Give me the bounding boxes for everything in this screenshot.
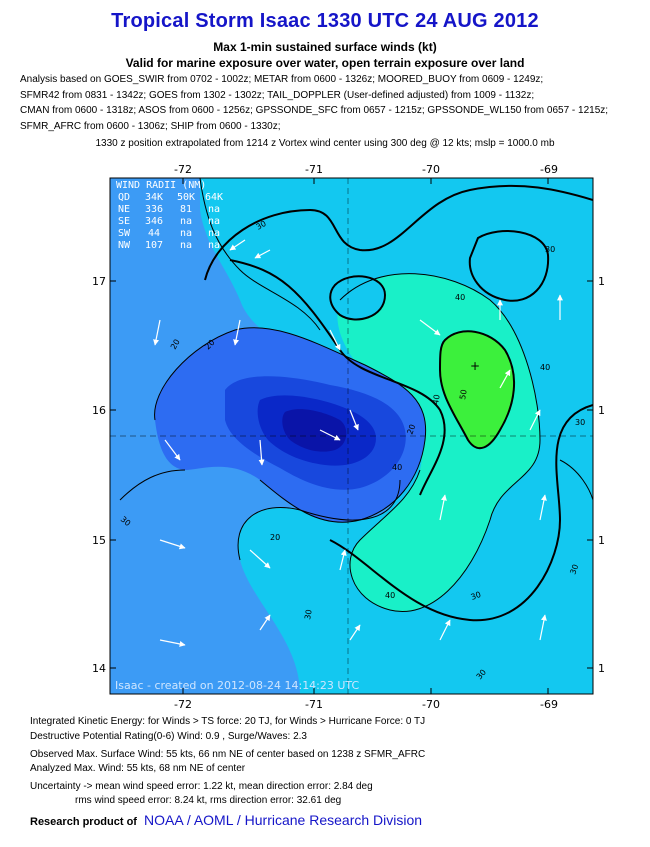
contour-40 [339, 273, 541, 612]
contour-40-blob [329, 275, 387, 321]
svg-text:na: na [208, 228, 220, 239]
svg-text:50: 50 [458, 389, 469, 401]
svg-text:40: 40 [455, 293, 465, 302]
contour-40-s [329, 404, 593, 622]
contour-30-inner [229, 259, 446, 496]
lon-label-top: -70 [422, 163, 440, 176]
position-note: 1330 z position extrapolated from 1214 z… [95, 138, 555, 149]
svg-text:30: 30 [255, 219, 268, 232]
svg-text:NE: NE [118, 204, 130, 215]
footer: Research product of NOAA / AOML / Hurric… [30, 812, 422, 828]
wind-core-3 [282, 409, 347, 452]
lat-label-left: 14 [92, 662, 106, 675]
svg-text:QD: QD [118, 192, 130, 203]
svg-text:107: 107 [145, 240, 163, 251]
wind-band-50-60 [440, 331, 515, 449]
contour-30-sw [119, 469, 186, 501]
svg-text:20: 20 [405, 423, 417, 436]
map-watermark: Isaac - created on 2012-08-24 14:14:23 U… [115, 679, 360, 692]
lat-label-right: 1 [598, 404, 605, 417]
lat-label-left: 16 [92, 404, 106, 417]
axis-ticks [110, 178, 593, 694]
svg-text:346: 346 [145, 216, 163, 227]
svg-text:na: na [180, 216, 192, 227]
svg-text:20: 20 [270, 533, 280, 542]
svg-text:40: 40 [540, 363, 550, 372]
svg-text:30: 30 [470, 590, 483, 602]
uncertainty-line: Uncertainty -> mean wind speed error: 1.… [30, 781, 373, 792]
lon-label-bottom: -71 [305, 698, 323, 708]
max-wind-marker: + [470, 359, 480, 373]
svg-text:NW: NW [118, 240, 131, 251]
svg-text:SE: SE [118, 216, 130, 227]
svg-text:34K: 34K [145, 192, 163, 203]
contour-30-w [199, 178, 321, 331]
svg-text:40: 40 [385, 591, 395, 600]
lon-label-bottom: -70 [422, 698, 440, 708]
svg-text:na: na [208, 216, 220, 227]
contour-40-ne [468, 230, 550, 302]
lat-label-right: 1 [598, 275, 605, 288]
svg-text:30: 30 [568, 563, 580, 576]
contour-30-s [237, 479, 401, 561]
svg-text:40: 40 [392, 463, 402, 472]
contour-40-n [204, 184, 593, 281]
contour-lines-major [204, 184, 593, 622]
observed-max-line: Observed Max. Surface Wind: 55 kts, 66 n… [30, 749, 426, 760]
lat-label-right: 1 [598, 534, 605, 547]
footer-prefix: Research product of [30, 816, 137, 828]
svg-text:20: 20 [169, 338, 182, 351]
svg-text:64K: 64K [205, 192, 223, 203]
wind-radii-table: WIND RADII (NM) QD 34K 50K 64K NE 336 81… [116, 180, 223, 251]
analysis-line: CMAN from 0600 - 1318z; ASOS from 0600 -… [20, 105, 609, 116]
analysis-line: Analysis based on GOES_SWIR from 0702 - … [20, 74, 544, 85]
lat-label-left: 17 [92, 275, 106, 288]
analysis-line: SFMR_AFRC from 0600 - 1306z; SHIP from 0… [20, 120, 281, 132]
contour-lines [119, 178, 593, 612]
svg-text:30: 30 [575, 418, 585, 427]
subtitle-winds: Max 1-min sustained surface winds (kt) [213, 40, 437, 54]
analyzed-max-line: Analyzed Max. Wind: 55 kts, 68 nm NE of … [30, 763, 246, 774]
lat-label-left: 15 [92, 534, 106, 547]
svg-text:30: 30 [545, 245, 555, 254]
wind-vectors [153, 239, 563, 647]
center-crosshair [110, 178, 593, 694]
map-frame [109, 177, 594, 695]
lon-label-bottom: -72 [174, 698, 192, 708]
lon-label-bottom: -69 [540, 698, 558, 708]
analysis-sources: Analysis based on GOES_SWIR from 0702 - … [20, 72, 640, 134]
wind-band-30-40-blob [330, 276, 385, 320]
footer-org-link[interactable]: NOAA / AOML / Hurricane Research Divisio… [144, 812, 423, 828]
svg-text:336: 336 [145, 204, 163, 215]
svg-text:44: 44 [148, 228, 160, 239]
subtitle-valid: Valid for marine exposure over water, op… [125, 56, 525, 70]
svg-text:SW: SW [118, 228, 131, 239]
page-title: Tropical Storm Isaac 1330 UTC 24 AUG 201… [111, 10, 539, 32]
svg-text:na: na [208, 240, 220, 251]
svg-text:na: na [180, 228, 192, 239]
ike-line: Integrated Kinetic Energy: for Winds > T… [30, 716, 426, 727]
svg-text:30: 30 [303, 609, 314, 621]
wind-field: + [110, 178, 593, 694]
svg-text:na: na [208, 204, 220, 215]
contour-30-e [559, 459, 593, 501]
analysis-line: SFMR42 from 0831 - 1342z; GOES from 1302… [20, 89, 535, 101]
svg-text:40: 40 [431, 394, 442, 406]
svg-text:81: 81 [180, 204, 192, 215]
wind-analysis-map: + [92, 163, 605, 708]
contour-20 [154, 327, 427, 523]
svg-text:50K: 50K [177, 192, 195, 203]
svg-text:na: na [180, 240, 192, 251]
lat-label-right: 1 [598, 662, 605, 675]
wind-band-30-40-ne [469, 231, 549, 301]
uncertainty-rms-line: rms wind speed error: 8.24 kt, rms direc… [75, 795, 342, 806]
lon-label-top: -69 [540, 163, 558, 176]
contour-50 [438, 330, 516, 450]
lon-label-top: -71 [305, 163, 323, 176]
axis-labels: -72 -71 -70 -69 -72 -71 -70 -69 17 16 15… [92, 163, 605, 708]
wind-radii-title: WIND RADII (NM) [116, 180, 206, 191]
dpr-line: Destructive Potential Rating(0-6) Wind: … [30, 731, 307, 742]
lon-label-top: -72 [174, 163, 192, 176]
